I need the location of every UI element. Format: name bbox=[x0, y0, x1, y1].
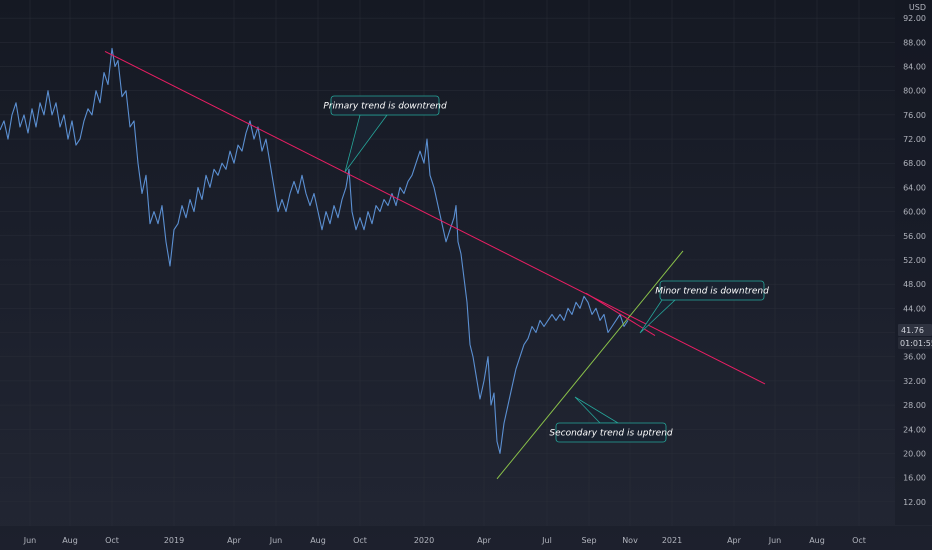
y-tick-label: 16.00 bbox=[903, 474, 926, 483]
y-tick-label: 12.00 bbox=[903, 498, 926, 507]
time-axis[interactable]: Jun Aug Oct 2019 Apr Jun Aug Oct 2020 Apr Jul Sep No… bbox=[0, 526, 932, 550]
annotations[interactable]: Primary trend is downtrend Minor trend is… bbox=[323, 95, 769, 443]
x-tick-label: Oct bbox=[353, 536, 367, 545]
y-tick-label: 36.00 bbox=[903, 353, 926, 362]
y-tick-label: 28.00 bbox=[903, 401, 926, 410]
y-tick-label: 76.00 bbox=[903, 111, 926, 120]
x-tick-label: Aug bbox=[310, 536, 326, 545]
price-line bbox=[0, 47, 629, 454]
x-tick-label: Oct bbox=[852, 536, 866, 545]
currency-label: USD bbox=[909, 3, 926, 12]
x-tick-label: Nov bbox=[622, 536, 638, 545]
y-tick-label: 80.00 bbox=[903, 87, 926, 96]
x-tick-label: 2019 bbox=[164, 536, 184, 545]
price-axis-background bbox=[895, 0, 932, 525]
secondary-trendline[interactable] bbox=[496, 250, 684, 480]
last-price-tag: 41.76 01:01:55 bbox=[898, 324, 932, 349]
callout-box bbox=[659, 280, 765, 301]
time-axis-background bbox=[0, 526, 932, 550]
y-tick-label: 32.00 bbox=[903, 377, 926, 386]
y-tick-label: 44.00 bbox=[903, 304, 926, 313]
callout-pointer bbox=[639, 299, 677, 334]
x-tick-label: Apr bbox=[727, 536, 742, 545]
x-tick-label: 2021 bbox=[662, 536, 682, 545]
x-tick-label: Jul bbox=[541, 536, 552, 545]
annotation-callout[interactable]: Primary trend is downtrend bbox=[323, 95, 447, 173]
primary-trendline[interactable] bbox=[104, 50, 766, 385]
y-tick-label: 24.00 bbox=[903, 425, 926, 434]
callout-box bbox=[555, 422, 667, 443]
y-tick-label: 88.00 bbox=[903, 38, 926, 47]
x-tick-label: Oct bbox=[105, 536, 119, 545]
last-price-label: 41.76 bbox=[901, 326, 924, 335]
x-tick-label: Apr bbox=[227, 536, 242, 545]
callout-text: Primary trend is downtrend bbox=[323, 102, 447, 112]
y-tick-label: 68.00 bbox=[903, 159, 926, 168]
callout-text: Secondary trend is uptrend bbox=[549, 429, 673, 439]
price-axis[interactable]: USD 92.00 88.00 84.00 80.00 76.00 72.00 68.00 6… bbox=[895, 0, 932, 525]
y-tick-label: 60.00 bbox=[903, 208, 926, 217]
y-tick-label: 20.00 bbox=[903, 449, 926, 458]
y-tick-label: 92.00 bbox=[903, 14, 926, 23]
x-tick-label: 2020 bbox=[414, 536, 434, 545]
y-tick-label: 56.00 bbox=[903, 232, 926, 241]
x-tick-label: Aug bbox=[62, 536, 78, 545]
x-tick-label: Jun bbox=[269, 536, 283, 545]
x-tick-label: Sep bbox=[581, 536, 596, 545]
callout-box bbox=[330, 95, 440, 116]
x-tick-label: Jun bbox=[23, 536, 37, 545]
trendlines[interactable] bbox=[104, 50, 766, 480]
callout-pointer bbox=[574, 396, 620, 424]
y-tick-label: 84.00 bbox=[903, 63, 926, 72]
countdown-label: 01:01:55 bbox=[900, 339, 932, 348]
y-tick-label: 72.00 bbox=[903, 135, 926, 144]
annotation-callout[interactable]: Minor trend is downtrend bbox=[639, 280, 769, 334]
callout-text: Minor trend is downtrend bbox=[655, 287, 769, 297]
y-tick-label: 64.00 bbox=[903, 183, 926, 192]
x-tick-label: Aug bbox=[809, 536, 825, 545]
grid-lines bbox=[0, 0, 895, 526]
x-tick-label: Apr bbox=[477, 536, 492, 545]
minor-trendline[interactable] bbox=[585, 292, 656, 336]
price-series bbox=[0, 47, 629, 454]
x-tick-label: Jun bbox=[768, 536, 782, 545]
annotation-callout[interactable]: Secondary trend is uptrend bbox=[549, 396, 673, 443]
y-tick-label: 52.00 bbox=[903, 256, 926, 265]
y-tick-label: 48.00 bbox=[903, 280, 926, 289]
